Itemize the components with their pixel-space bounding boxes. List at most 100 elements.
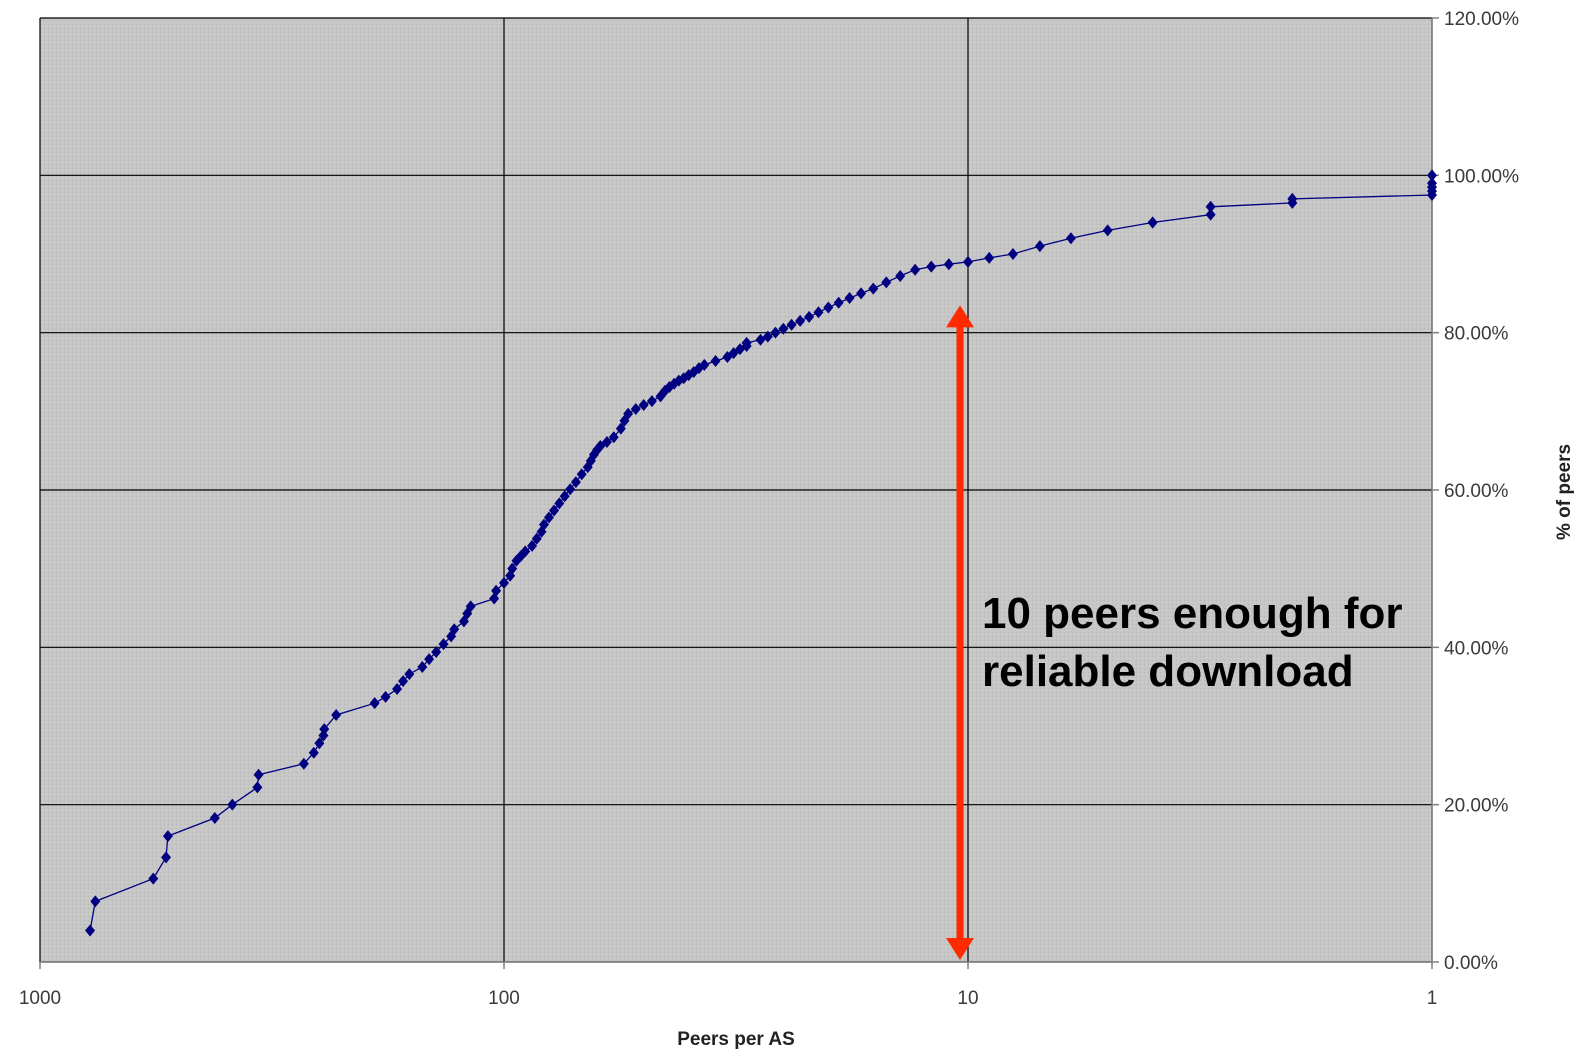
data-point [984, 251, 995, 264]
data-point [762, 330, 773, 343]
data-point [1287, 192, 1298, 205]
x-tick-label: 100 [488, 988, 520, 1009]
data-point [319, 723, 330, 736]
data-point [638, 399, 649, 412]
data-point [833, 296, 844, 309]
series-cdf [85, 169, 1437, 937]
data-point [926, 260, 937, 273]
data-point [795, 314, 806, 327]
data-point [554, 497, 565, 510]
data-point [559, 490, 570, 503]
data-point [1427, 169, 1437, 182]
annotation-line-2: reliable download [982, 647, 1354, 696]
arrow-head-bottom [946, 938, 974, 960]
data-point [162, 830, 173, 843]
data-point [646, 395, 657, 408]
x-tick-label: 1000 [19, 988, 61, 1009]
y-tick-label: 40.00% [1444, 638, 1509, 659]
data-point [227, 798, 238, 811]
data-point [823, 301, 834, 314]
x-tick-label: 10 [957, 988, 978, 1009]
data-point [804, 310, 815, 323]
data-point [380, 690, 391, 703]
data-point [1102, 224, 1113, 237]
data-point [392, 683, 403, 696]
data-point [424, 653, 435, 666]
data-point [778, 322, 789, 335]
data-point [404, 668, 415, 681]
data-point [1007, 248, 1018, 260]
data-point [148, 872, 159, 885]
data-point [601, 436, 612, 449]
data-point [786, 318, 797, 331]
data-point [630, 402, 641, 415]
data-point [770, 326, 781, 339]
data-point [549, 504, 560, 517]
data-point [856, 287, 867, 300]
data-point [465, 600, 476, 613]
data-point [449, 623, 460, 636]
data-point [943, 258, 954, 271]
data-point [491, 584, 502, 597]
data-point [1034, 240, 1045, 253]
data-point [505, 569, 516, 582]
data-point [369, 697, 380, 710]
data-point [527, 539, 538, 552]
data-point [1427, 181, 1437, 194]
data-point [699, 358, 710, 371]
data-point [538, 518, 549, 531]
data-point [615, 422, 626, 435]
data-point [85, 924, 96, 937]
data-point [314, 737, 325, 750]
arrow-head-top [946, 305, 974, 328]
data-point [741, 336, 752, 349]
y-tick-label: 80.00% [1444, 324, 1509, 345]
data-point [1147, 216, 1158, 229]
data-point [623, 407, 634, 420]
data-point [298, 757, 309, 770]
x-tick-labels: 1000 100 10 1 [19, 988, 1437, 1009]
x-axis-title: Peers per AS [677, 1029, 795, 1050]
y-tick-label: 100.00% [1444, 166, 1519, 187]
data-point [895, 270, 906, 283]
data-point [417, 661, 428, 673]
data-point [431, 646, 442, 659]
data-point [398, 675, 409, 688]
data-point [209, 812, 220, 825]
data-point [813, 306, 824, 319]
data-point [1205, 200, 1216, 213]
data-point [844, 292, 855, 305]
data-point [543, 511, 554, 524]
y-tick-labels: 0.00% 20.00% 40.00% 60.00% 80.00% 100.00% 120.… [1444, 9, 1519, 974]
data-point [252, 781, 263, 794]
y-tick-label: 0.00% [1444, 953, 1498, 974]
data-point [576, 468, 587, 481]
data-point [507, 562, 518, 575]
data-point [565, 483, 576, 496]
data-point [308, 746, 319, 759]
y-tick-label: 60.00% [1444, 481, 1509, 502]
data-point [710, 354, 721, 367]
annotation-arrow [946, 305, 974, 960]
data-point [1205, 208, 1216, 221]
y-tick-label: 120.00% [1444, 9, 1519, 30]
data-point [868, 282, 879, 295]
data-point [499, 576, 509, 589]
x-tick-label: 1 [1427, 988, 1438, 1009]
data-point [910, 263, 921, 276]
data-point [253, 768, 264, 781]
data-point [963, 255, 973, 268]
data-point [90, 895, 101, 908]
data-point [570, 476, 581, 489]
data-point [438, 638, 449, 651]
data-point [161, 851, 172, 864]
annotation-line-1: 10 peers enough for [982, 589, 1403, 638]
data-point [331, 708, 342, 721]
data-point [531, 532, 542, 545]
data-point [520, 545, 531, 558]
y-axis-title: % of peers [1554, 444, 1575, 540]
y-tick-label: 20.00% [1444, 796, 1509, 817]
data-point [881, 276, 892, 289]
data-point [608, 431, 619, 444]
